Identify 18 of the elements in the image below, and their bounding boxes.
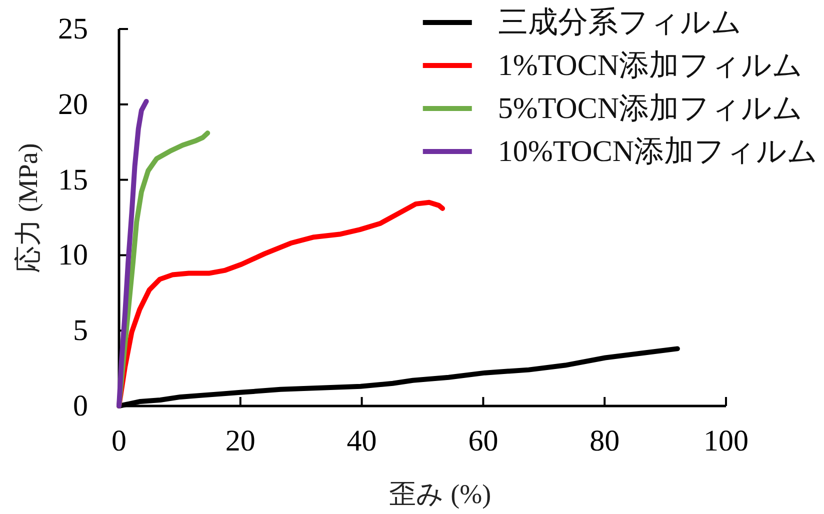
x-tick-label: 20 [225, 424, 256, 458]
x-tick-label: 80 [590, 424, 620, 458]
legend-label: 1%TOCN添加フィルム [498, 49, 803, 82]
y-tick-label: 15 [58, 163, 88, 196]
y-tick-label: 0 [73, 390, 88, 422]
y-tick-label: 5 [73, 314, 88, 348]
y-tick-label: 20 [58, 88, 88, 121]
legend-label: 5%TOCN添加フィルム [498, 92, 803, 125]
x-tick-label: 0 [112, 424, 126, 458]
legend-label: 10%TOCN添加フィルム [498, 135, 818, 168]
x-tick-label: 40 [346, 424, 377, 458]
legend-label: 三成分系フィルム [498, 6, 742, 39]
x-tick-label: 100 [704, 424, 748, 458]
y-tick-label: 25 [58, 12, 88, 46]
x-tick-label: 60 [468, 424, 498, 458]
y-tick-label: 10 [58, 238, 88, 272]
y-axis-title: 応力 (MPa) [13, 143, 43, 273]
x-axis-title: 歪み (%) [388, 479, 492, 509]
